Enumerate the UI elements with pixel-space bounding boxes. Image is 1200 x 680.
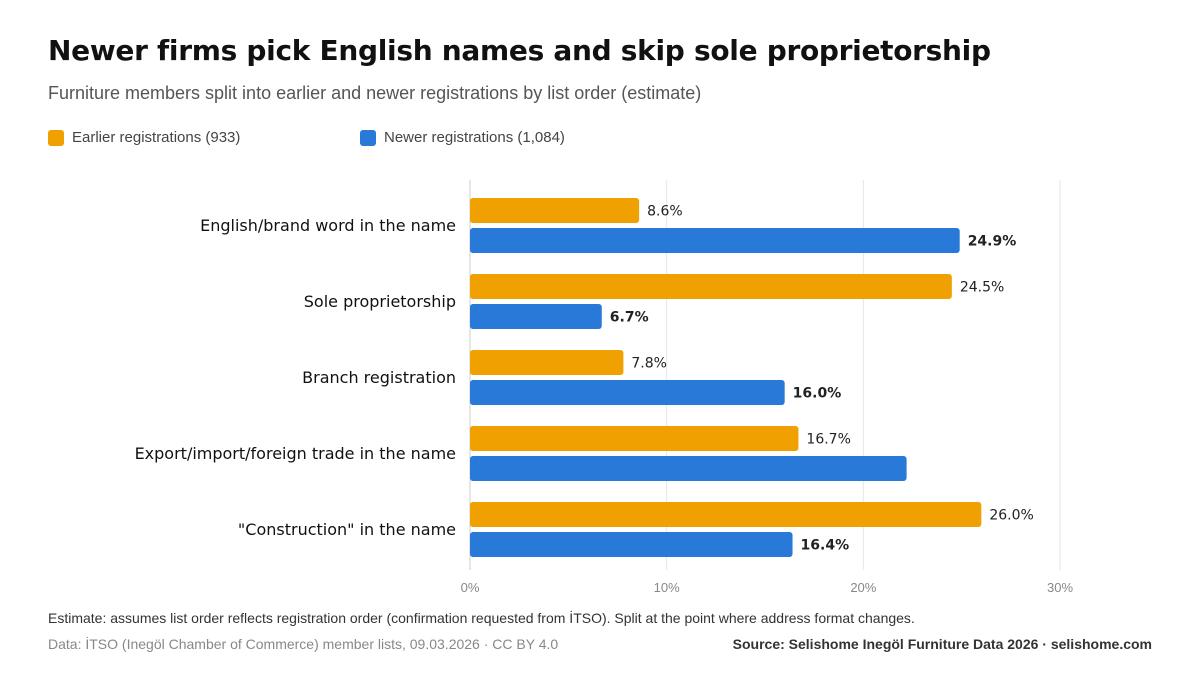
legend-item-earlier: Earlier registrations (933) — [48, 129, 240, 146]
x-tick-label: 20% — [850, 580, 876, 595]
x-tick-label: 0% — [461, 580, 480, 595]
x-tick-label: 30% — [1047, 580, 1073, 595]
bar-newer — [470, 304, 602, 329]
legend-swatch-earlier — [48, 129, 64, 146]
bar-chart: 0% 10% 20% 30% English/brand word in the nam… — [135, 180, 1073, 595]
chart-title: Newer firms pick English names and skip … — [48, 34, 991, 67]
value-label: 8.6% — [647, 204, 683, 220]
category-label: "Construction" in the name — [238, 520, 456, 539]
category-label: Export/import/foreign trade in the name — [135, 444, 456, 463]
legend-item-newer: Newer registrations (1,084) — [360, 129, 565, 146]
value-label: 7.8% — [631, 356, 667, 372]
category-label: Branch registration — [302, 368, 456, 387]
bar-newer — [470, 380, 785, 405]
category-label: Sole proprietorship — [304, 292, 456, 311]
legend-label-newer: Newer registrations (1,084) — [384, 129, 565, 146]
chart-subtitle: Furniture members split into earlier and… — [48, 83, 702, 103]
value-label: 16.0% — [793, 386, 842, 402]
legend-swatch-newer — [360, 129, 376, 146]
x-tick-label: 10% — [654, 580, 680, 595]
bar-earlier — [470, 426, 799, 451]
value-label: 26.0% — [989, 508, 1033, 524]
value-label: 16.7% — [806, 432, 850, 448]
category-label: English/brand word in the name — [200, 216, 456, 235]
data-credit: Data: İTSO (Inegöl Chamber of Commerce) … — [48, 636, 559, 652]
bar-earlier — [470, 198, 640, 223]
legend: Earlier registrations (933) Newer regist… — [48, 129, 748, 149]
legend-label-earlier: Earlier registrations (933) — [72, 129, 241, 146]
bar-newer — [470, 456, 907, 481]
bar-newer — [470, 228, 960, 253]
estimate-note: Estimate: assumes list order reflects re… — [48, 610, 915, 626]
source-credit: Source: Selishome Inegöl Furniture Data … — [732, 636, 1152, 652]
value-label: 6.7% — [610, 310, 649, 326]
bar-earlier — [470, 350, 624, 375]
value-label: 16.4% — [801, 538, 850, 554]
bar-earlier — [470, 274, 952, 299]
value-label: 24.5% — [960, 280, 1004, 296]
bar-newer — [470, 532, 793, 557]
value-label: 24.9% — [968, 234, 1017, 250]
bar-earlier — [470, 502, 982, 527]
